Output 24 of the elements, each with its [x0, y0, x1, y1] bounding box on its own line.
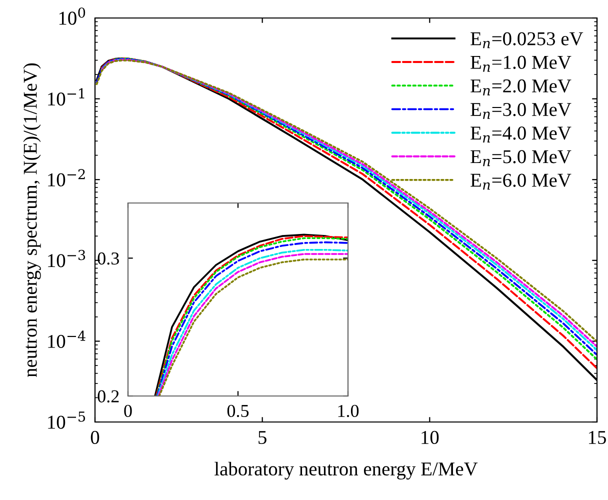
x-tick-label: 1.0: [338, 404, 359, 418]
y-tick-label: 10$^{−2}$: [48, 169, 85, 186]
legend-label: E$_{n}$=3.0 MeV: [470, 102, 572, 119]
legend-label: E$_{n}$=4.0 MeV: [470, 126, 572, 142]
x-tick-label: 0.5: [227, 404, 249, 418]
y-tick-label: 10$^{−4}$: [48, 330, 86, 348]
y-axis-title: neutron energy spectrum, N(E)/(1/MeV): [23, 63, 41, 378]
y-tick-label: 10$^{0}$: [59, 7, 86, 25]
x-tick-label: 10: [422, 430, 439, 444]
legend-label: E$_{n}$=2.0 MeV: [470, 79, 572, 96]
x-tick-label: 5: [258, 431, 266, 444]
x-axis-title: laboratory neutron energy E/MeV: [214, 462, 478, 480]
y-tick-label: 10$^{−5}$: [48, 412, 86, 429]
legend-label: E$_{n}$=6.0 MeV: [470, 174, 572, 190]
y-tick-label: 0.2: [98, 390, 119, 403]
x-tick-label: 0: [90, 430, 100, 444]
y-tick-label: 10$^{−3}$: [48, 250, 86, 268]
legend-label: E$_{n}$=0.0253 eV: [470, 32, 584, 48]
x-tick-label: 0: [124, 404, 132, 418]
legend-label: E$_{n}$=5.0 MeV: [470, 150, 572, 166]
x-tick-label: 15: [588, 430, 606, 444]
y-tick-label: 0.3: [98, 252, 119, 265]
y-tick-label: 10$^{−1}$: [48, 88, 84, 106]
legend-label: E$_{n}$=1.0 MeV: [470, 56, 572, 72]
